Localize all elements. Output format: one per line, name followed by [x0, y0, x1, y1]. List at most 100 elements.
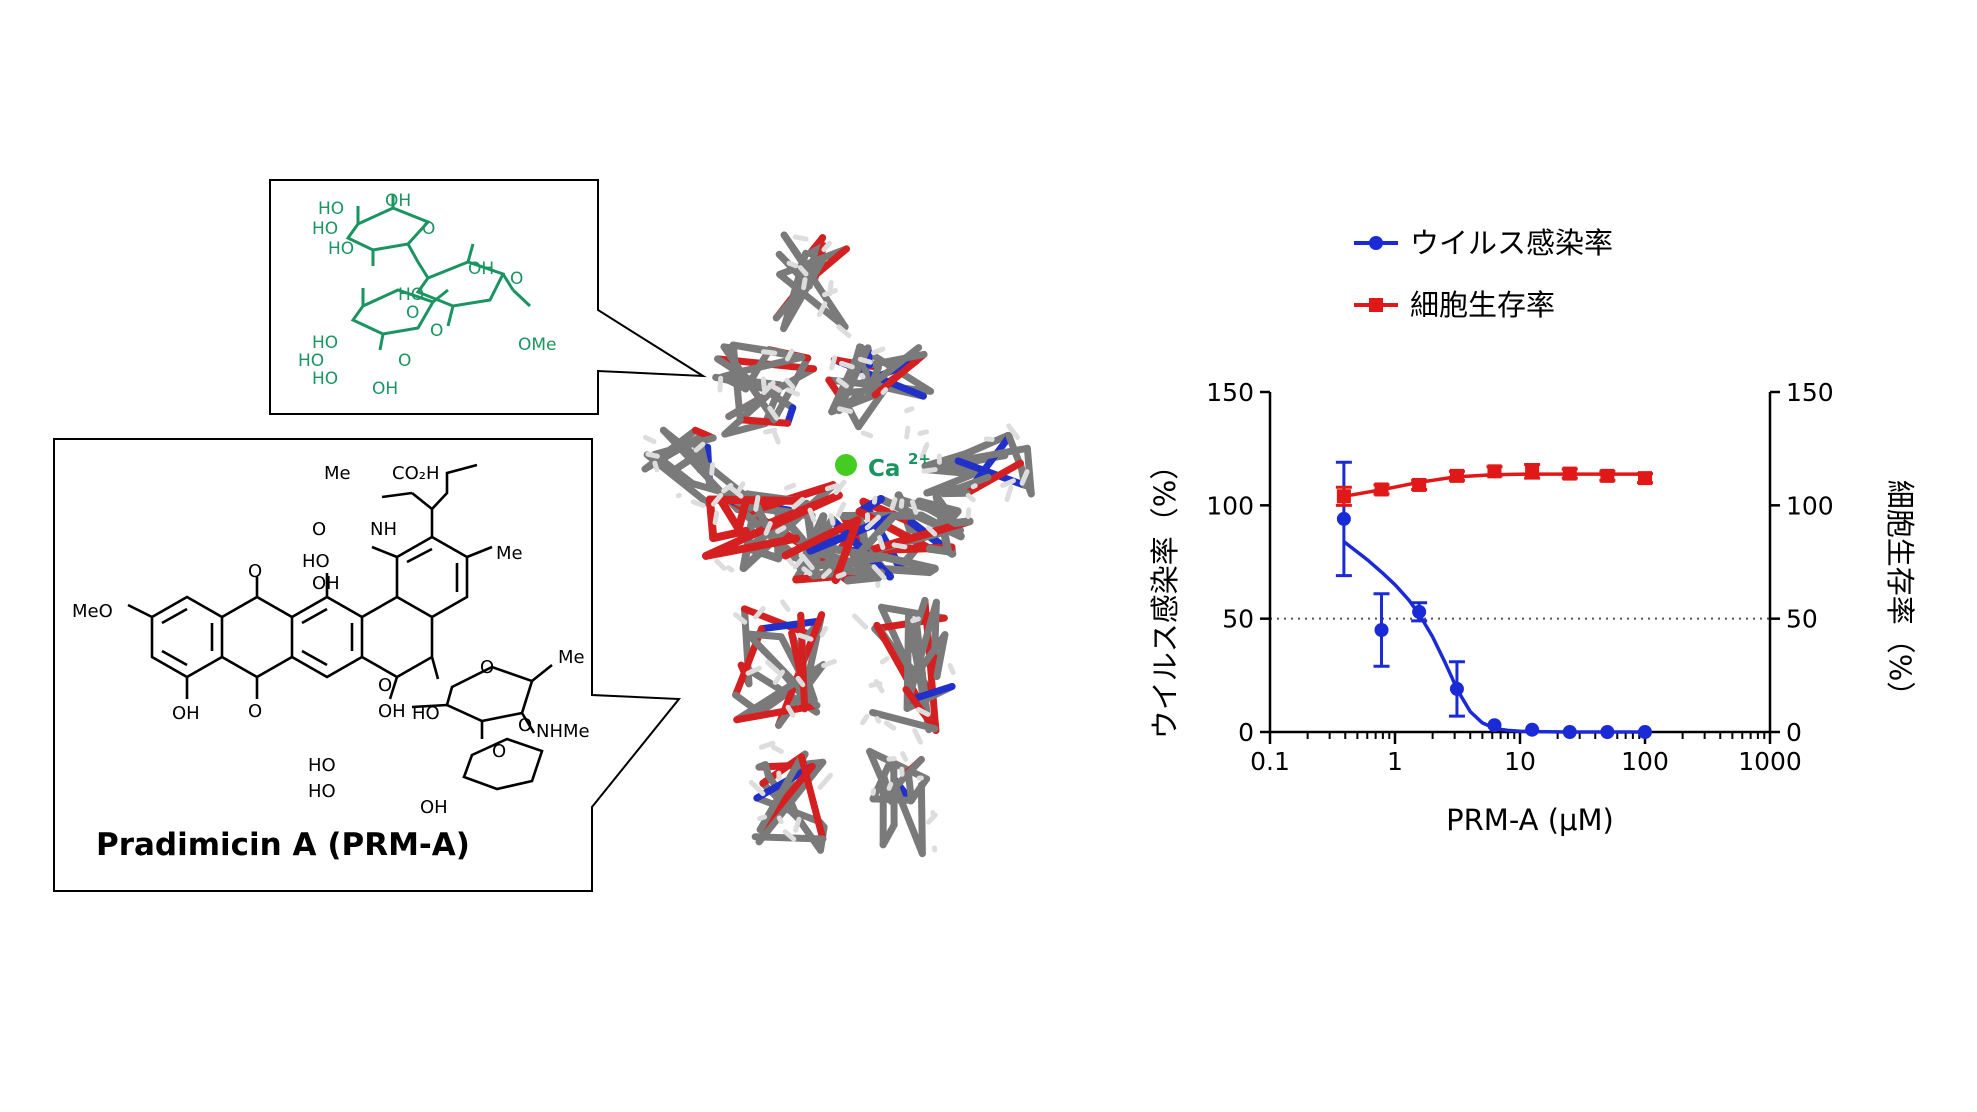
- prma-label: OH: [420, 797, 448, 818]
- bond: [756, 753, 806, 834]
- prma-label: Me: [496, 543, 523, 564]
- hydrogen-bond: [711, 492, 724, 507]
- hydrogen-bond: [714, 558, 727, 571]
- hydrogen-bond: [795, 675, 806, 688]
- bond: [798, 753, 827, 843]
- bond: [879, 821, 898, 849]
- x-tick-label: 10: [1504, 747, 1536, 776]
- bond: [828, 343, 865, 416]
- y-tick-label-left: 150: [1206, 378, 1254, 407]
- hydrogen-bond: [904, 406, 915, 414]
- bond: [940, 473, 992, 498]
- hydrogen-bond: [760, 349, 778, 356]
- hydrogen-bond: [772, 431, 781, 445]
- data-point: [1600, 468, 1615, 483]
- hydrogen-bond: [821, 568, 832, 580]
- hydrogen-bond: [965, 493, 976, 503]
- hydrogen-bond: [745, 665, 762, 676]
- pradimicin-structure: [127, 463, 553, 791]
- x-tick-label: 1000: [1738, 747, 1802, 776]
- data-point: [1600, 725, 1615, 739]
- hydrogen-bond: [835, 571, 847, 579]
- hydrogen-bond: [838, 360, 855, 370]
- hydrogen-bond: [877, 535, 886, 551]
- hydrogen-bond: [837, 406, 854, 414]
- bond: [714, 355, 797, 412]
- data-point: [1487, 464, 1502, 479]
- sugar-label: O: [406, 303, 419, 323]
- prma-label: OH: [172, 703, 200, 724]
- sugar-label: HO: [328, 239, 354, 259]
- y-tick-label-left: 50: [1222, 605, 1254, 634]
- data-point: [1336, 511, 1351, 526]
- series-infection: [1335, 460, 1652, 739]
- bond: [831, 512, 898, 584]
- hydrogen-bond: [819, 625, 829, 638]
- hydrogen-bond: [760, 376, 767, 392]
- sugar-callout-box: [269, 179, 707, 415]
- prma-label: O: [378, 675, 392, 696]
- prma-callout-box: [53, 438, 682, 892]
- sugar-label: OH: [468, 259, 494, 279]
- bond: [736, 416, 792, 427]
- prma-label: O: [480, 657, 494, 678]
- hydrogen-bond: [712, 510, 720, 526]
- bond: [843, 573, 883, 585]
- data-point: [1638, 725, 1652, 739]
- prma-label: HO: [308, 755, 336, 776]
- hydrogen-bond: [868, 681, 883, 688]
- hydrogen-bond: [828, 513, 836, 526]
- hydrogen-bond: [925, 525, 938, 537]
- hydrogen-bond: [770, 744, 784, 755]
- hydrogen-bond: [721, 482, 734, 494]
- hydrogen-bond: [1019, 469, 1030, 486]
- legend-label-viability: 細胞生存率: [1410, 288, 1555, 322]
- series-viability: [1335, 463, 1653, 507]
- hydrogen-bond: [859, 372, 866, 380]
- hydrogen-bond: [796, 632, 814, 642]
- bond: [871, 350, 928, 399]
- hydrogen-bond: [824, 482, 840, 492]
- hydrogen-bond: [857, 356, 873, 365]
- prma-callout: Me CO₂H O NH HO Me O OH MeO O OH O OH Me…: [53, 438, 682, 892]
- hydrogen-bond: [775, 525, 787, 534]
- hydrogen-bond: [860, 430, 874, 439]
- hydrogen-bond: [786, 260, 799, 269]
- hydrogen-bond: [871, 564, 887, 581]
- hydrogen-bond: [900, 751, 909, 762]
- y-tick-label-right: 100: [1786, 491, 1834, 520]
- hydrogen-bond: [748, 779, 766, 797]
- disaccharide-structure: [345, 194, 532, 351]
- hydrogen-bond: [776, 815, 784, 825]
- bond: [651, 450, 697, 488]
- sugar-label: O: [398, 351, 411, 371]
- calcium-label: Ca: [868, 456, 900, 482]
- y-tick-label-left: 0: [1238, 718, 1254, 747]
- prma-label: MeO: [72, 601, 113, 622]
- sugar-label: O: [430, 321, 443, 341]
- hydrogen-bond: [763, 520, 773, 536]
- prma-label: OH: [378, 701, 406, 722]
- x-tick-label: 0.1: [1250, 747, 1290, 776]
- prma-label: HO: [302, 551, 330, 572]
- chart-series: [1335, 460, 1653, 739]
- hydrogen-bond: [910, 616, 921, 624]
- hydrogen-bond: [970, 483, 978, 490]
- x-axis-label: PRM-A (μM): [1446, 803, 1614, 837]
- prma-label: OH: [312, 573, 340, 594]
- bond: [963, 459, 1024, 497]
- sugar-label: HO: [312, 369, 338, 389]
- prma-label: NH: [370, 519, 397, 540]
- hydrogen-bond: [904, 425, 911, 440]
- bond: [954, 444, 1031, 465]
- hydrogen-bond: [780, 599, 791, 613]
- hydrogen-bond: [912, 728, 923, 745]
- y-tick-label-right: 50: [1786, 605, 1818, 634]
- hydrogen-bond: [765, 659, 781, 675]
- data-point: [1525, 464, 1540, 479]
- chart-axes: 0 50 100 150 0 50 100 150 0.1 1 10 100 1000: [1206, 378, 1833, 776]
- data-point: [1449, 681, 1464, 696]
- bond: [721, 420, 769, 438]
- x-tick-label: 1: [1387, 747, 1403, 776]
- bond: [835, 344, 923, 415]
